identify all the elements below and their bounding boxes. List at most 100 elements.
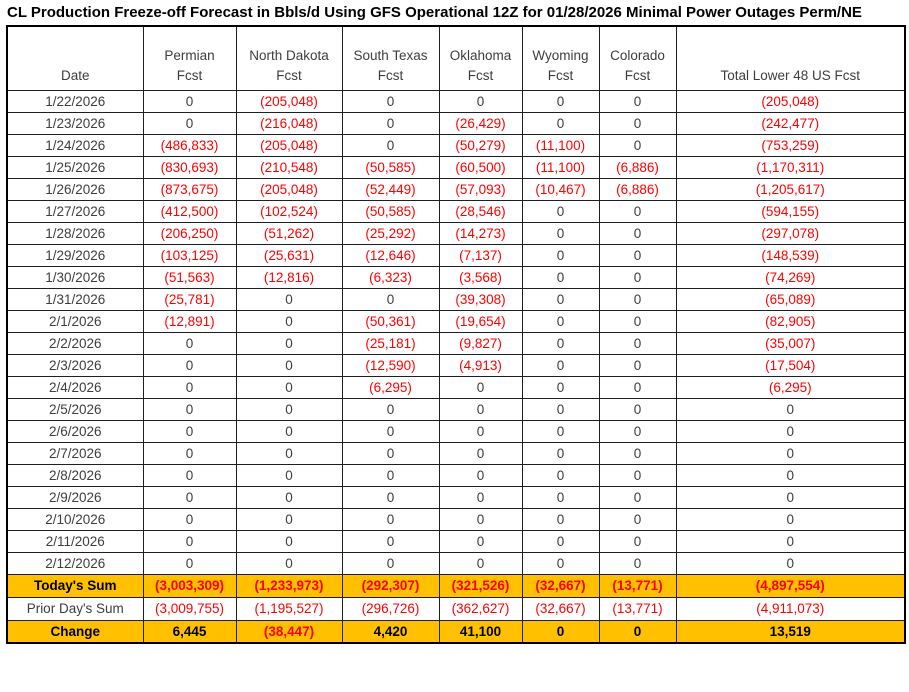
value-cell: 0 [142, 353, 237, 377]
summary-value-cell: (3,003,309) [142, 573, 237, 598]
date-cell: 1/30/2026 [6, 265, 144, 289]
summary-value-cell: (4,911,073) [675, 596, 906, 621]
value-cell: (50,585) [341, 155, 440, 179]
value-cell: 0 [521, 199, 600, 223]
date-cell: 2/3/2026 [6, 353, 144, 377]
value-cell: 0 [341, 133, 440, 157]
value-cell: 0 [521, 463, 600, 487]
value-cell: 0 [521, 507, 600, 531]
value-cell: 0 [598, 353, 677, 377]
value-cell: 0 [598, 441, 677, 465]
table-row: 1/30/2026 (51,563) (12,816) (6,323) (3,568) 0… [6, 265, 906, 289]
column-header-north-dakota-fcst: North Dakota Fcst [235, 25, 343, 91]
value-cell: (57,093) [438, 177, 523, 201]
value-cell: 0 [675, 463, 906, 487]
value-cell: 0 [142, 441, 237, 465]
page: CL Production Freeze-off Forecast in Bbl… [6, 4, 906, 644]
value-cell: (830,693) [142, 155, 237, 179]
value-cell: 0 [438, 485, 523, 509]
value-cell: 0 [235, 485, 343, 509]
value-cell: 0 [675, 419, 906, 443]
value-cell: (6,295) [341, 375, 440, 399]
value-cell: (1,170,311) [675, 155, 906, 179]
value-cell: 0 [598, 375, 677, 399]
summary-value-cell: (38,447) [235, 619, 343, 644]
value-cell: (14,273) [438, 221, 523, 245]
summary-value-cell: (362,627) [438, 596, 523, 621]
value-cell: 0 [438, 507, 523, 531]
table-row: 2/2/2026 0 0 (25,181) (9,827) 0 0 (35,007) [6, 331, 906, 355]
value-cell: 0 [142, 507, 237, 531]
value-cell: (28,546) [438, 199, 523, 223]
table-row: 2/11/2026 0 0 0 0 0 0 0 [6, 529, 906, 553]
value-cell: (12,816) [235, 265, 343, 289]
column-header-oklahoma-fcst: Oklahoma Fcst [438, 25, 523, 91]
date-cell: 2/4/2026 [6, 375, 144, 399]
table-row: 2/4/2026 0 0 (6,295) 0 0 0 (6,295) [6, 375, 906, 399]
table-row: 2/5/2026 0 0 0 0 0 0 0 [6, 397, 906, 421]
column-header-colorado-fcst: Colorado Fcst [598, 25, 677, 91]
value-cell: 0 [438, 441, 523, 465]
column-header-wyoming-fcst: Wyoming Fcst [521, 25, 600, 91]
value-cell: 0 [675, 485, 906, 509]
value-cell: 0 [521, 243, 600, 267]
table-row: 2/9/2026 0 0 0 0 0 0 0 [6, 485, 906, 509]
date-cell: 1/22/2026 [6, 89, 144, 113]
date-cell: 2/11/2026 [6, 529, 144, 553]
value-cell: 0 [235, 463, 343, 487]
summary-value-cell: (321,526) [438, 573, 523, 598]
value-cell: 0 [521, 287, 600, 311]
value-cell: (19,654) [438, 309, 523, 333]
value-cell: 0 [235, 309, 343, 333]
value-cell: (50,585) [341, 199, 440, 223]
value-cell: (17,504) [675, 353, 906, 377]
value-cell: 0 [438, 375, 523, 399]
value-cell: (6,886) [598, 155, 677, 179]
value-cell: 0 [598, 529, 677, 553]
value-cell: 0 [521, 331, 600, 355]
value-cell: (216,048) [235, 111, 343, 135]
value-cell: 0 [521, 419, 600, 443]
value-cell: 0 [235, 507, 343, 531]
value-cell: 0 [235, 529, 343, 553]
value-cell: (25,781) [142, 287, 237, 311]
column-header-total-lower-48-us-fcst: Total Lower 48 US Fcst [675, 25, 906, 91]
value-cell: 0 [142, 551, 237, 575]
summary-label: Prior Day's Sum [6, 596, 144, 621]
summary-value-cell: (4,897,554) [675, 573, 906, 598]
value-cell: (753,259) [675, 133, 906, 157]
value-cell: 0 [598, 89, 677, 113]
value-cell: (25,631) [235, 243, 343, 267]
value-cell: (51,262) [235, 221, 343, 245]
value-cell: 0 [341, 507, 440, 531]
value-cell: (12,646) [341, 243, 440, 267]
value-cell: 0 [598, 397, 677, 421]
value-cell: 0 [341, 419, 440, 443]
date-cell: 2/9/2026 [6, 485, 144, 509]
date-cell: 1/24/2026 [6, 133, 144, 157]
column-header-south-texas-fcst: South Texas Fcst [341, 25, 440, 91]
value-cell: (103,125) [142, 243, 237, 267]
date-cell: 1/29/2026 [6, 243, 144, 267]
table-row: 1/26/2026 (873,675) (205,048) (52,449) (57,0… [6, 177, 906, 201]
value-cell: (65,089) [675, 287, 906, 311]
date-cell: 1/25/2026 [6, 155, 144, 179]
table-row: 2/10/2026 0 0 0 0 0 0 0 [6, 507, 906, 531]
summary-row-change: Change 6,445 (38,447) 4,420 41,100 0 0 13,519 [6, 619, 906, 644]
value-cell: 0 [142, 331, 237, 355]
value-cell: 0 [142, 529, 237, 553]
value-cell: 0 [521, 485, 600, 509]
summary-value-cell: (3,009,755) [142, 596, 237, 621]
column-header-date: Date [6, 25, 144, 91]
value-cell: (35,007) [675, 331, 906, 355]
summary-value-cell: 0 [598, 619, 677, 644]
value-cell: 0 [598, 133, 677, 157]
summary-row-today-s-sum: Today's Sum (3,003,309) (1,233,973) (292,30… [6, 573, 906, 598]
value-cell: 0 [438, 419, 523, 443]
value-cell: (50,279) [438, 133, 523, 157]
value-cell: (7,137) [438, 243, 523, 267]
value-cell: (11,100) [521, 155, 600, 179]
value-cell: 0 [235, 287, 343, 311]
summary-value-cell: 4,420 [341, 619, 440, 644]
value-cell: 0 [521, 265, 600, 289]
